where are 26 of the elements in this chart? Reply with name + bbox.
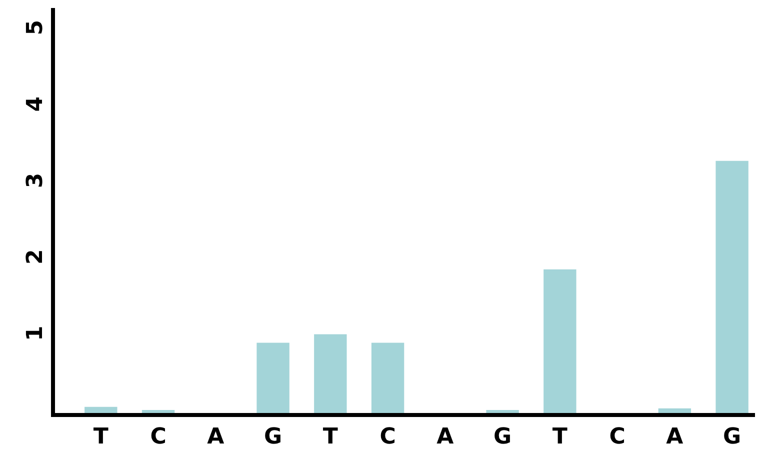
y-tick-label: 4 [23, 96, 48, 112]
y-tick-label: 3 [23, 172, 48, 188]
bar [256, 342, 290, 413]
x-tick-label: T [322, 424, 338, 450]
x-tick-label: A [666, 424, 684, 450]
bar [142, 410, 175, 413]
x-tick-label: C [150, 424, 166, 450]
x-tick-label: G [723, 424, 742, 450]
bar [84, 406, 118, 413]
y-tick-label: 2 [23, 249, 48, 265]
bar [658, 408, 692, 413]
x-tick-label: G [264, 424, 282, 450]
y-tick-label: 1 [23, 326, 48, 341]
x-tick-label: C [609, 424, 626, 450]
x-tick-label: G [494, 424, 512, 450]
x-tick-label: A [207, 424, 224, 450]
bar [716, 160, 748, 413]
x-tick-label: T [552, 424, 568, 450]
bar [371, 342, 404, 413]
bar [544, 269, 576, 413]
x-tick-label: C [380, 424, 396, 450]
y-tick-label: 5 [23, 20, 48, 36]
bar [486, 410, 519, 413]
bar [314, 334, 347, 413]
x-tick-label: T [93, 424, 108, 450]
x-tick-label: A [436, 424, 454, 450]
